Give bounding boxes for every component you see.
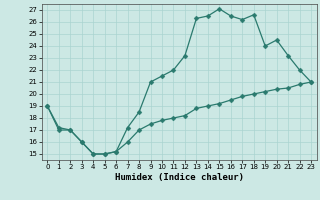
X-axis label: Humidex (Indice chaleur): Humidex (Indice chaleur) bbox=[115, 173, 244, 182]
